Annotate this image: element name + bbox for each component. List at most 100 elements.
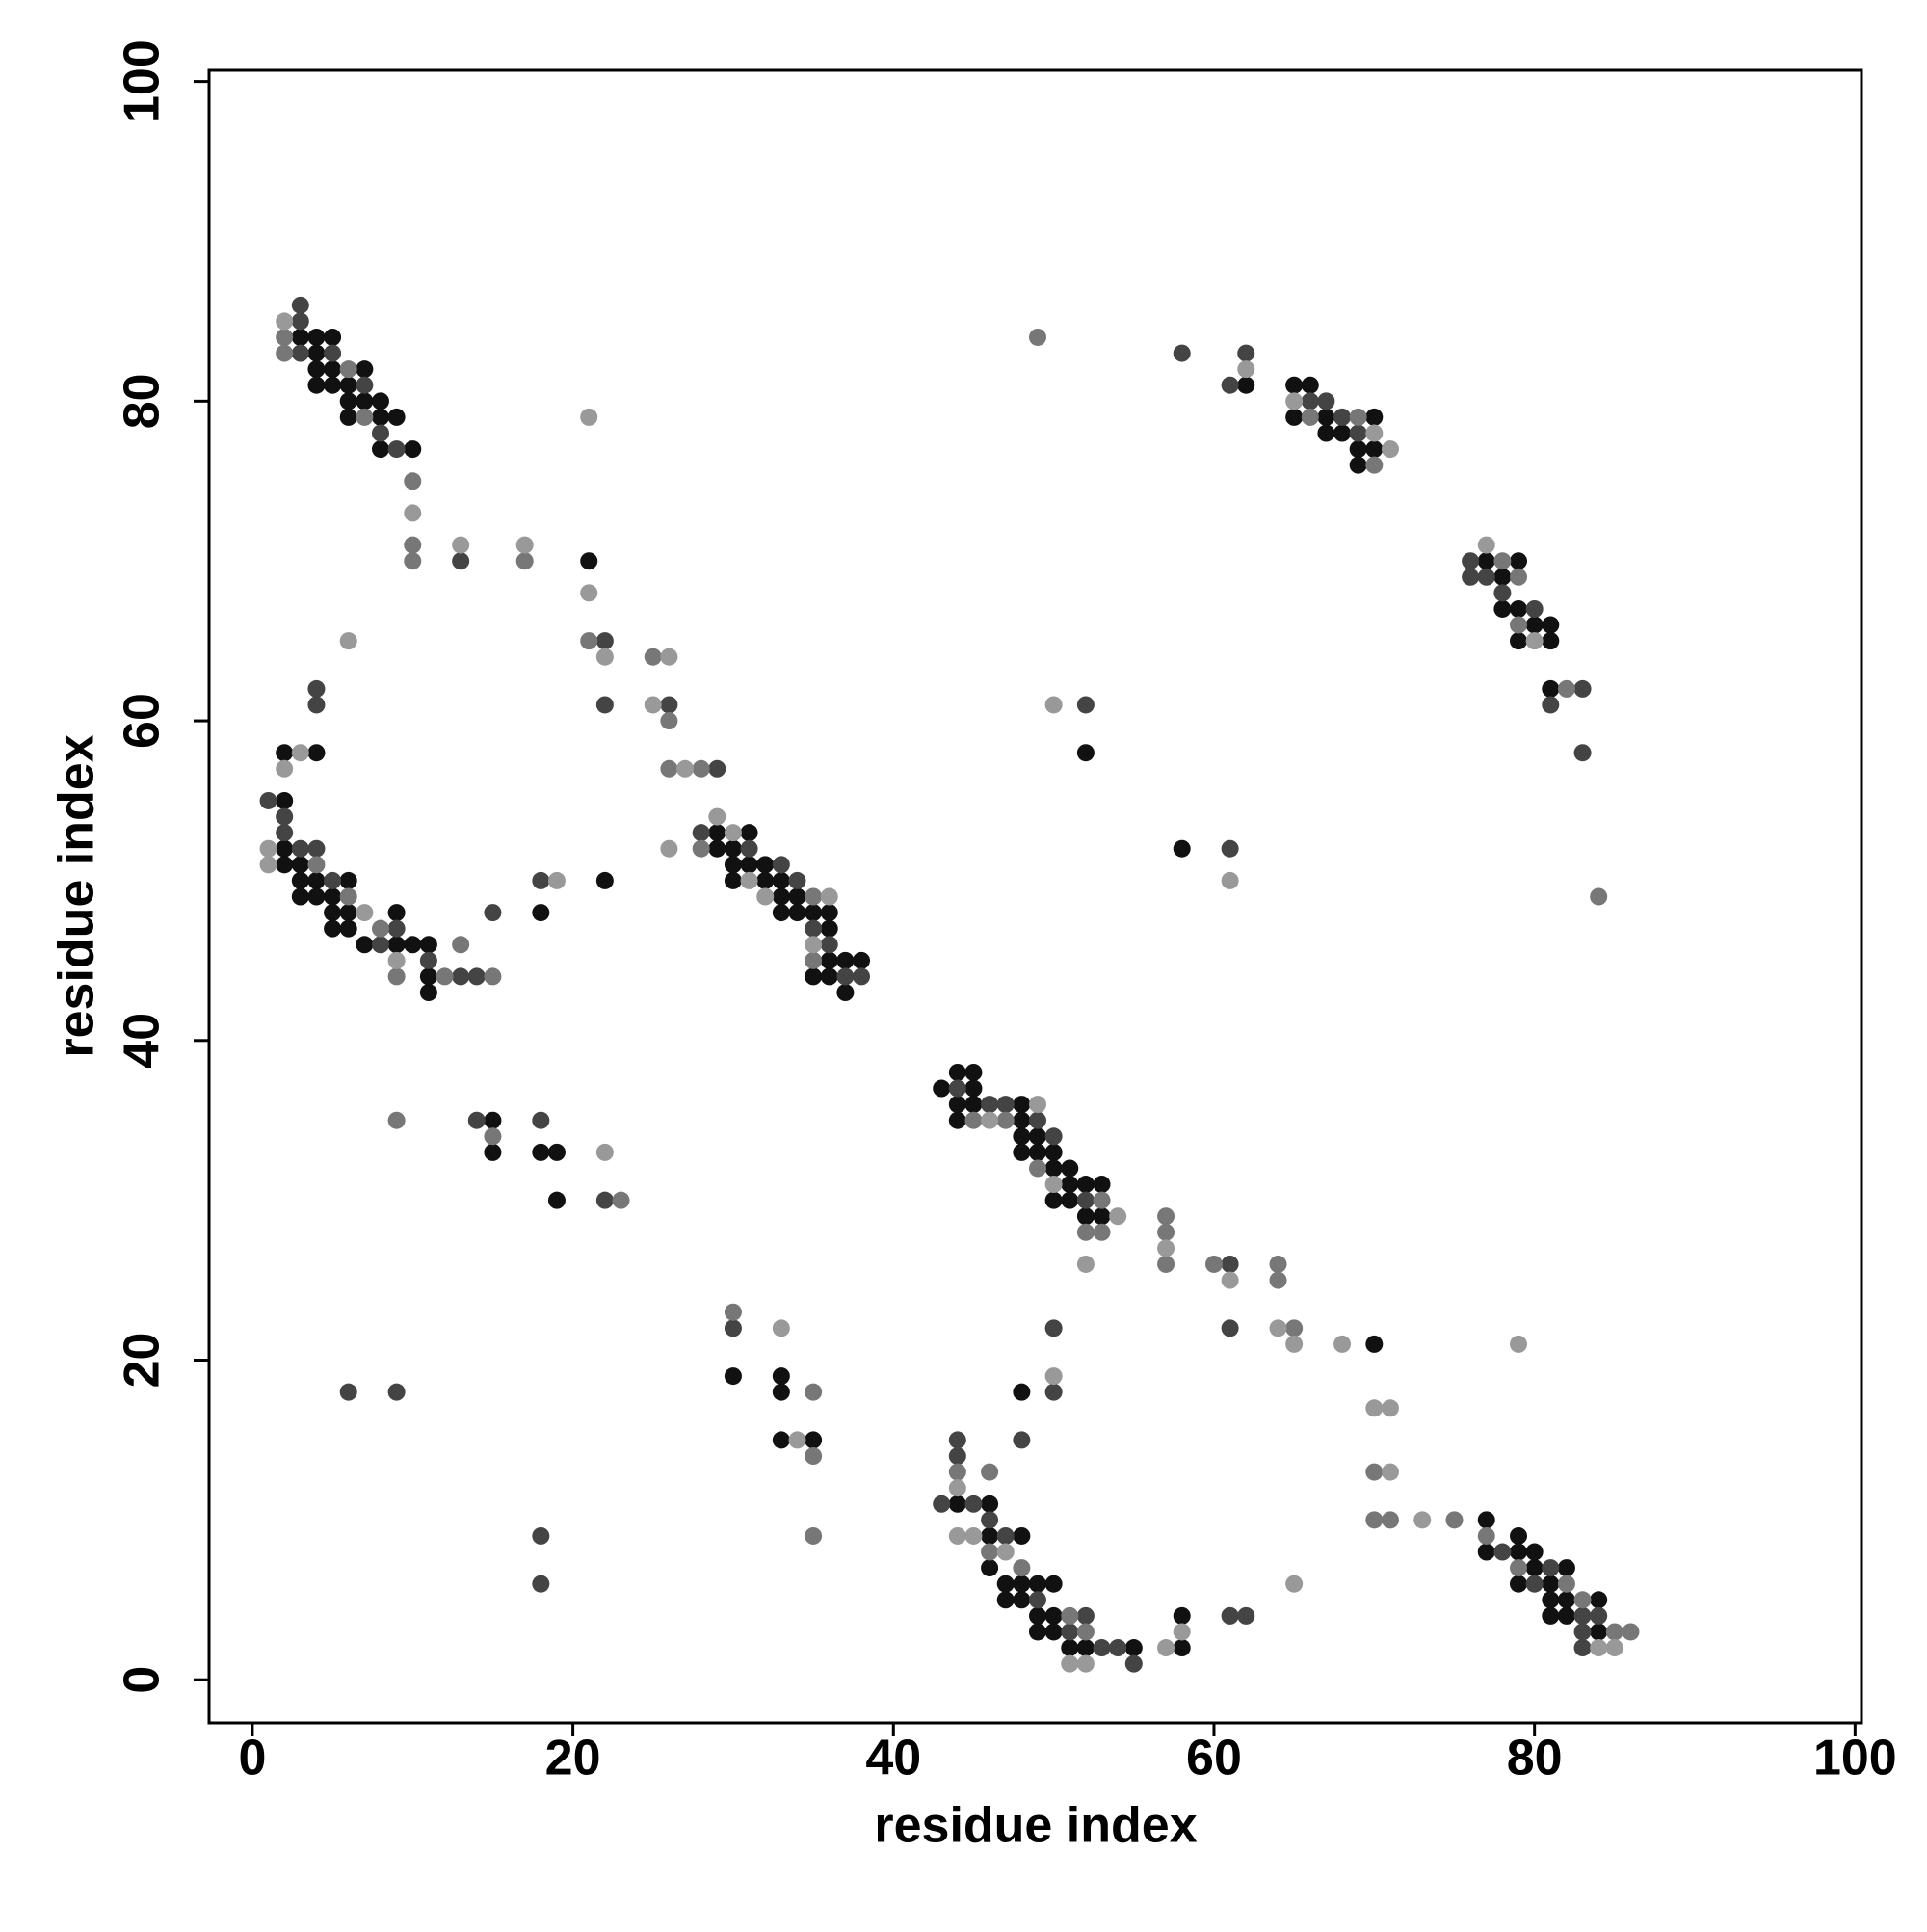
contact-point: [1590, 1591, 1608, 1609]
contact-point: [724, 871, 742, 889]
contact-point: [1269, 1255, 1287, 1273]
x-tick-label: 0: [238, 1731, 266, 1786]
contact-point: [1510, 552, 1528, 570]
contact-point: [1061, 1176, 1079, 1194]
contact-point: [1221, 1319, 1239, 1337]
contact-point: [1462, 568, 1480, 586]
contact-point: [1076, 744, 1095, 762]
contact-point: [692, 839, 710, 858]
contact-point: [339, 1383, 357, 1401]
contact-point: [788, 904, 806, 922]
contact-point: [1013, 1591, 1031, 1609]
contact-point: [1285, 392, 1304, 410]
contact-point: [1076, 1639, 1095, 1657]
contact-point: [291, 856, 309, 874]
contact-point: [788, 1431, 806, 1449]
contact-point: [1028, 1575, 1046, 1593]
contact-point: [660, 759, 678, 778]
contact-point: [532, 1526, 550, 1545]
contact-point: [1044, 1319, 1063, 1337]
contact-point: [595, 648, 614, 666]
x-tick-label: 20: [545, 1731, 601, 1786]
contact-point: [1061, 1159, 1079, 1178]
contact-point: [805, 967, 823, 986]
contact-point: [981, 1543, 999, 1561]
contact-point: [1493, 599, 1512, 618]
contact-point: [595, 1143, 614, 1161]
contact-point: [996, 1575, 1015, 1593]
contact-point: [660, 648, 678, 666]
contact-point: [339, 919, 357, 938]
contact-point: [820, 904, 838, 922]
contact-point: [996, 1526, 1015, 1545]
contact-point: [805, 1383, 823, 1401]
contact-point: [981, 1463, 999, 1481]
contact-point: [692, 759, 710, 778]
contact-point: [772, 1367, 790, 1386]
contact-point: [1157, 1207, 1175, 1226]
contact-point: [1510, 1335, 1528, 1353]
contact-point: [356, 904, 374, 922]
contact-point: [660, 839, 678, 858]
contact-point: [1365, 1399, 1384, 1417]
contact-point: [1462, 552, 1480, 570]
contact-point: [404, 440, 422, 459]
contact-point: [1061, 1654, 1079, 1673]
y-tick-label: 80: [115, 373, 171, 429]
contact-point: [772, 1319, 790, 1337]
contact-point: [1221, 871, 1239, 889]
contact-point: [356, 376, 374, 394]
contact-point: [1044, 1606, 1063, 1625]
contact-point: [307, 360, 326, 379]
contact-point: [1381, 1511, 1399, 1529]
contact-point: [740, 824, 758, 842]
contact-point: [515, 552, 534, 570]
contact-point: [1044, 1367, 1063, 1386]
contact-point: [708, 824, 726, 842]
x-axis-title: residue index: [874, 1798, 1197, 1854]
contact-point: [1525, 1559, 1544, 1577]
contact-point: [1204, 1255, 1223, 1273]
contact-point: [1542, 1575, 1560, 1593]
contact-point: [676, 759, 695, 778]
contact-point: [307, 887, 326, 906]
contact-point: [1477, 552, 1495, 570]
contact-point: [692, 824, 710, 842]
contact-point: [1044, 1143, 1063, 1161]
contact-point: [933, 1495, 951, 1513]
contact-point: [276, 759, 294, 778]
contact-point: [772, 856, 790, 874]
contact-point: [1013, 1526, 1031, 1545]
contact-point: [644, 696, 662, 714]
contact-point: [805, 1526, 823, 1545]
contact-point: [1557, 1606, 1575, 1625]
contact-point: [1413, 1511, 1432, 1529]
contact-point: [1044, 1383, 1063, 1401]
contact-point: [772, 871, 790, 889]
contact-point: [1109, 1207, 1127, 1226]
contact-point: [276, 312, 294, 331]
contact-point: [1093, 1191, 1111, 1209]
contact-point: [580, 408, 598, 426]
contact-point: [419, 967, 437, 986]
contact-point: [1365, 456, 1384, 474]
contact-point: [324, 360, 342, 379]
contact-point: [291, 744, 309, 762]
contact-point: [805, 1431, 823, 1449]
contact-point: [1061, 1623, 1079, 1641]
contact-point: [1622, 1623, 1640, 1641]
contact-point: [307, 344, 326, 362]
contact-point: [1510, 568, 1528, 586]
contact-point: [404, 936, 422, 954]
contact-point: [324, 919, 342, 938]
contact-point: [756, 871, 775, 889]
contact-point: [307, 744, 326, 762]
contact-point: [1590, 1606, 1608, 1625]
contact-point: [1013, 1127, 1031, 1146]
contact-point: [547, 871, 566, 889]
contact-point: [948, 1431, 966, 1449]
contact-point: [964, 1111, 983, 1129]
contact-point: [291, 871, 309, 889]
contact-point: [276, 328, 294, 346]
